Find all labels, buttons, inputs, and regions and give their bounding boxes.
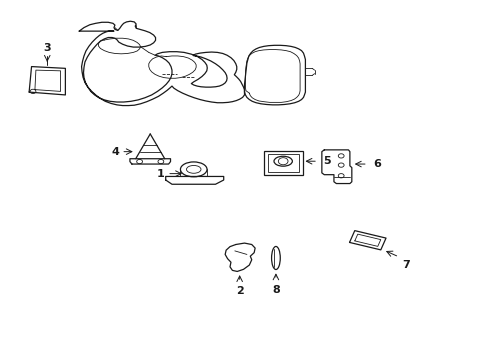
Text: 6: 6 [373, 159, 381, 169]
Bar [264, 151, 302, 175]
Text: 3: 3 [43, 43, 51, 53]
Text: 5: 5 [322, 156, 330, 166]
Bar [267, 154, 298, 172]
Text: 7: 7 [402, 260, 409, 270]
Text: 1: 1 [157, 168, 164, 179]
Text: 4: 4 [111, 147, 119, 157]
Text: 8: 8 [271, 284, 279, 294]
Text: 2: 2 [235, 286, 243, 296]
